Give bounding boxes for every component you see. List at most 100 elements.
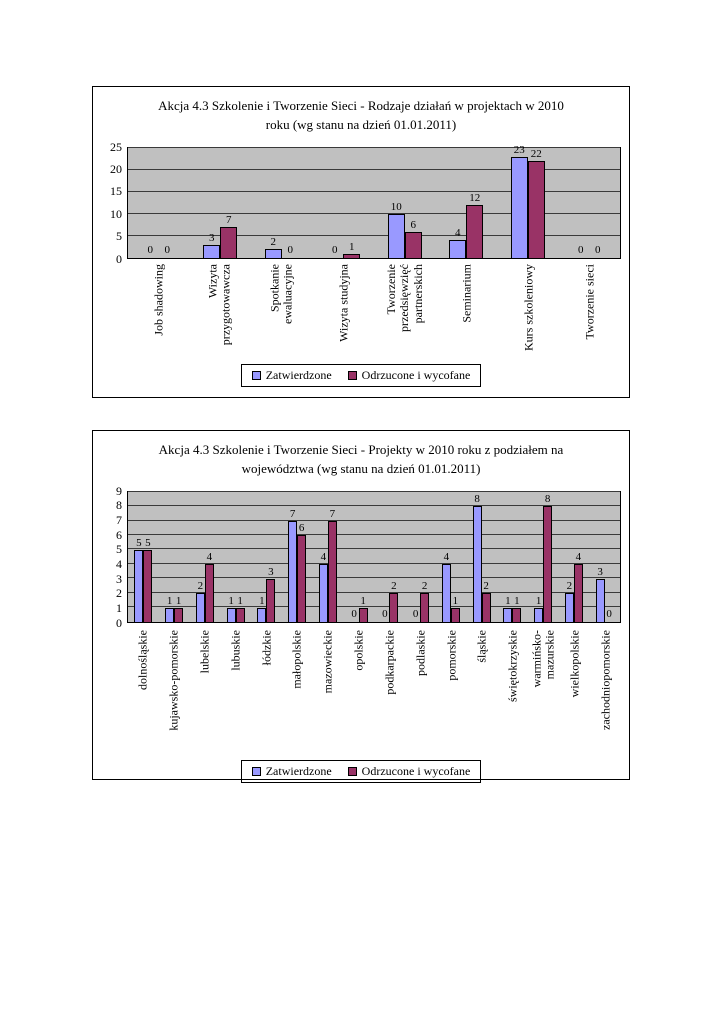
y-axis-tick-label: 20 bbox=[110, 162, 122, 177]
data-label: 1 bbox=[349, 240, 355, 253]
x-axis-category: Tworzenie sieci bbox=[559, 262, 621, 354]
data-label: 0 bbox=[164, 243, 171, 256]
bar-zatwierdzone: 2 bbox=[195, 580, 205, 622]
x-axis-category-label: warmińsko- mazurskie bbox=[529, 629, 557, 688]
y-axis-tick-label: 1 bbox=[116, 601, 122, 616]
y-axis-tick-label: 3 bbox=[116, 571, 122, 586]
data-label: 6 bbox=[410, 218, 417, 231]
x-axis-category: dolnośląskie bbox=[128, 626, 159, 754]
data-label: 7 bbox=[289, 507, 296, 520]
bar-zatwierdzone: 4 bbox=[449, 227, 467, 258]
x-axis-category: Wizyta studyjna bbox=[313, 262, 375, 354]
data-label: 1 bbox=[175, 594, 182, 607]
data-label: 2 bbox=[270, 235, 277, 248]
x-axis-labels: Job shadowing Wizyta przygotowawcza Spotka… bbox=[128, 262, 621, 354]
bar-zatwierdzone: 1 bbox=[534, 595, 544, 622]
bar-group: 23 22 bbox=[497, 144, 559, 258]
x-axis-category-label: Tworzenie sieci bbox=[582, 263, 597, 340]
y-axis-tick-label: 7 bbox=[116, 513, 122, 528]
data-label: 2 bbox=[566, 579, 573, 592]
gridline bbox=[128, 562, 620, 564]
legend-label-zatwierdzone: Zatwierdzone bbox=[265, 367, 332, 382]
data-label: 10 bbox=[390, 200, 402, 213]
x-axis-category: Seminarium bbox=[436, 262, 498, 354]
x-axis-category: wielkopolskie bbox=[559, 626, 590, 754]
legend-swatch-zatwierdzone bbox=[251, 370, 261, 380]
bar-odrzucone: 1 bbox=[512, 595, 522, 622]
gridline bbox=[128, 505, 620, 507]
legend-item-zatwierdzone: Zatwierdzone bbox=[251, 367, 332, 383]
data-label: 1 bbox=[259, 594, 265, 607]
x-axis-category-label: kujawsko-pomorskie bbox=[166, 629, 181, 731]
bar-odrzucone: 1 bbox=[358, 595, 368, 622]
bar-zatwierdzone: 3 bbox=[203, 232, 221, 258]
x-axis-category-label: świętokrzyskie bbox=[505, 629, 520, 702]
x-axis-category: mazowieckie bbox=[313, 626, 344, 754]
x-axis-category: podkarpackie bbox=[375, 626, 406, 754]
data-label: 1 bbox=[228, 594, 234, 607]
x-axis-category: małopolskie bbox=[282, 626, 313, 754]
x-axis-category-label: małopolskie bbox=[289, 629, 304, 689]
x-axis-category: świętokrzyskie bbox=[498, 626, 529, 754]
data-label: 4 bbox=[443, 550, 450, 563]
data-label: 4 bbox=[455, 226, 461, 239]
gridline bbox=[128, 577, 620, 579]
x-axis-category: lubelskie bbox=[190, 626, 221, 754]
gridline bbox=[128, 591, 620, 593]
y-axis-tick-label: 25 bbox=[110, 139, 122, 154]
data-label: 0 bbox=[147, 243, 154, 256]
x-axis-category-label: opolskie bbox=[351, 629, 366, 671]
gridline bbox=[128, 519, 620, 521]
chart-legend: Zatwierdzone Odrzucone i wycofane bbox=[240, 363, 482, 387]
bar-zatwierdzone: 8 bbox=[472, 493, 482, 622]
x-axis-category-label: mazowieckie bbox=[320, 629, 335, 693]
x-axis-category: Job shadowing bbox=[128, 262, 190, 354]
legend-swatch-odrzucone bbox=[347, 370, 357, 380]
x-axis-category-label: Tworzenie przedsięwzięć partnerskich bbox=[384, 263, 426, 332]
data-label: 2 bbox=[483, 579, 489, 592]
y-axis-tick-label: 0 bbox=[116, 615, 122, 630]
x-axis-category-label: Job shadowing bbox=[151, 263, 166, 336]
data-label: 4 bbox=[320, 550, 327, 563]
data-label: 0 bbox=[606, 607, 612, 620]
x-axis-category-label: podkarpackie bbox=[382, 629, 397, 695]
bar-zatwierdzone: 1 bbox=[257, 595, 267, 622]
data-label: 0 bbox=[595, 243, 601, 256]
bar-odrzucone: 12 bbox=[466, 192, 484, 258]
gridline bbox=[128, 234, 620, 236]
x-axis-category-label: podlaskie bbox=[413, 629, 427, 676]
x-axis-category: warmińsko- mazurskie bbox=[529, 626, 560, 754]
chart-action-types: Akcja 4.3 Szkolenie i Tworzenie Sieci - … bbox=[92, 86, 630, 398]
bar-zatwierdzone: 10 bbox=[387, 201, 405, 258]
y-axis: 0 5 10 15 20 25 bbox=[101, 140, 127, 266]
x-axis-category: łódzkie bbox=[251, 626, 282, 754]
y-axis-tick-label: 4 bbox=[116, 557, 122, 572]
bar-odrzucone: 2 bbox=[389, 580, 399, 622]
legend-item-odrzucone: Odrzucone i wycofane bbox=[347, 368, 470, 383]
data-label: 2 bbox=[391, 579, 397, 592]
data-label: 7 bbox=[226, 213, 232, 226]
gridline bbox=[128, 606, 620, 608]
x-axis-category: opolskie bbox=[344, 626, 375, 754]
data-label: 0 bbox=[382, 607, 388, 620]
data-label: 23 bbox=[513, 143, 525, 156]
x-axis-category: Wizyta przygotowawcza bbox=[190, 262, 252, 354]
y-axis-tick-label: 0 bbox=[116, 251, 122, 266]
y-axis-tick-label: 6 bbox=[116, 527, 122, 542]
bar-zatwierdzone: 7 bbox=[288, 508, 298, 622]
legend-label-zatwierdzone: Zatwierdzone bbox=[265, 763, 332, 778]
bar-zatwierdzone: 4 bbox=[441, 551, 451, 622]
x-axis-category-label: zachodniopomorskie bbox=[597, 629, 612, 730]
